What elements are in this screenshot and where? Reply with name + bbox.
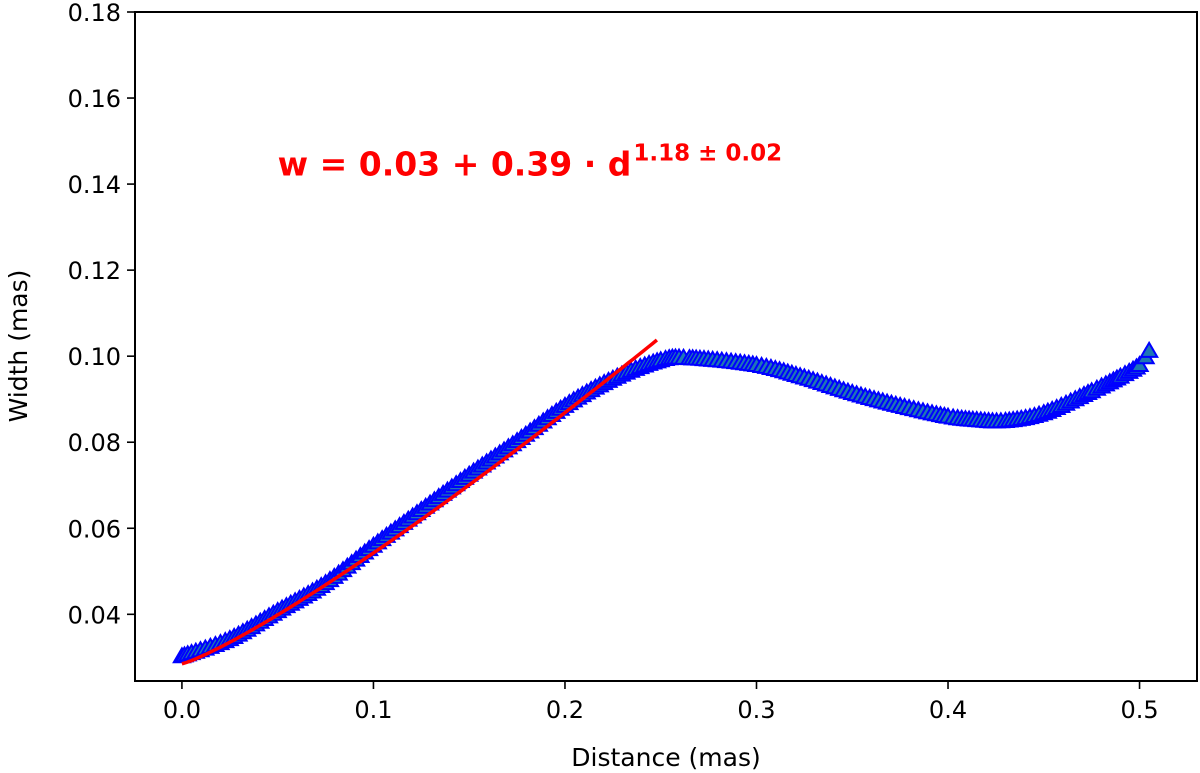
data-point-marker bbox=[1139, 340, 1159, 358]
y-tick-label: 0.18 bbox=[68, 0, 121, 27]
plot-frame bbox=[134, 11, 1198, 682]
x-tick-label: 0.0 bbox=[163, 696, 201, 724]
x-tick-label: 0.4 bbox=[929, 696, 967, 724]
x-axis-label: Distance (mas) bbox=[571, 743, 760, 772]
y-tick-label: 0.14 bbox=[68, 171, 121, 199]
fit-line bbox=[181, 338, 659, 666]
x-axis-ticks: 0.0 0.1 0.2 0.3 0.4 0.5 bbox=[163, 681, 1159, 724]
x-tick-label: 0.2 bbox=[546, 696, 584, 724]
y-tick-label: 0.16 bbox=[68, 85, 121, 113]
y-tick-label: 0.06 bbox=[68, 515, 121, 543]
y-tick-label: 0.08 bbox=[68, 429, 121, 457]
fit-equation-annotation: w = 0.03 + 0.39 · d1.18 ± 0.02 bbox=[278, 140, 783, 183]
fit-equation-main: w = 0.03 + 0.39 · d bbox=[278, 144, 632, 183]
x-tick-label: 0.3 bbox=[737, 696, 775, 724]
x-tick-label: 0.1 bbox=[354, 696, 392, 724]
y-axis-ticks: 0.04 0.06 0.08 0.10 0.12 0.14 0.16 0.18 bbox=[68, 0, 135, 629]
y-tick-label: 0.12 bbox=[68, 257, 121, 285]
y-tick-label: 0.10 bbox=[68, 343, 121, 371]
y-axis-label: Width (mas) bbox=[4, 270, 33, 423]
data-markers bbox=[172, 340, 1159, 664]
y-tick-label: 0.04 bbox=[68, 601, 121, 629]
x-tick-label: 0.5 bbox=[1120, 696, 1158, 724]
fit-equation-exponent: 1.18 ± 0.02 bbox=[633, 140, 782, 166]
